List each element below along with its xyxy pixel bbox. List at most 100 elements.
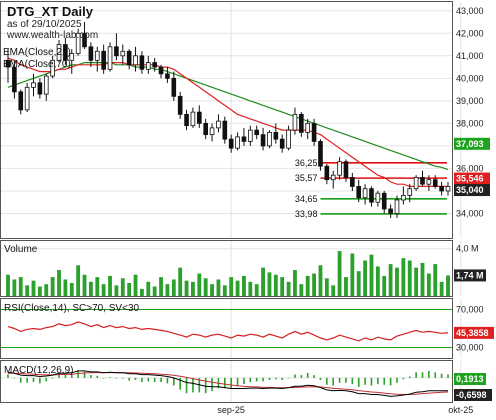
macd-hist-bar xyxy=(39,377,41,384)
candle-body xyxy=(177,95,183,115)
macd-hist-bar xyxy=(408,376,411,378)
candle-body xyxy=(69,53,75,61)
rsi-line xyxy=(7,321,449,342)
volume-last-tag xyxy=(454,269,486,282)
candle-body xyxy=(43,75,49,95)
volume-bar xyxy=(133,274,138,296)
candle-body xyxy=(94,50,100,61)
candle-body xyxy=(209,127,215,136)
volume-bar xyxy=(395,267,399,296)
volume-bar xyxy=(273,274,278,296)
macd-hist-bar xyxy=(421,372,424,378)
volume-bar xyxy=(114,285,119,296)
macd-hist-bar xyxy=(32,377,35,383)
candle-body xyxy=(228,138,234,149)
candle-body xyxy=(362,188,368,199)
macd-hist-bar xyxy=(447,374,449,378)
macd-hist-bar xyxy=(383,377,386,385)
volume-bar xyxy=(178,267,183,296)
macd-title: MACD(12,26,9) xyxy=(4,365,73,376)
macd-line xyxy=(7,370,448,397)
volume-bar xyxy=(184,280,189,296)
price-tick-label: 42,000 xyxy=(456,28,484,38)
x-tick-label: sep-25 xyxy=(217,405,245,415)
volume-bar xyxy=(197,273,202,296)
macd-hist-bar xyxy=(364,377,366,385)
macd-hist-bar xyxy=(300,375,303,378)
candle-body xyxy=(235,136,240,149)
volume-bar xyxy=(12,279,17,296)
volume-bar xyxy=(433,264,438,296)
rsi-last-tag xyxy=(454,326,494,339)
macd-hist-bar xyxy=(326,377,328,385)
volume-bar xyxy=(312,273,316,296)
volume-title: Volume xyxy=(4,244,38,255)
candle-body xyxy=(343,161,349,178)
candle-body xyxy=(5,59,11,68)
volume-bar xyxy=(388,264,393,296)
volume-bar xyxy=(95,277,100,296)
rsi-title: RSI(Close,14), SC>70, SV<30 xyxy=(4,303,140,314)
volume-bar xyxy=(286,281,291,296)
price-layer: 36,25 35,57 34,65 33,98 xyxy=(5,22,451,219)
candle-body xyxy=(190,111,196,127)
macd-hist-bar xyxy=(275,377,277,380)
macd-hist-bar xyxy=(396,377,398,383)
volume-bar xyxy=(76,265,81,296)
chart-title: DTG_XT Daily xyxy=(7,4,94,19)
candle-body xyxy=(120,50,126,57)
macd-hist-bar xyxy=(306,373,309,378)
volume-bar xyxy=(101,284,106,296)
price-tick-label: 34,000 xyxy=(456,208,484,218)
candle-body xyxy=(311,122,317,142)
candle-body xyxy=(241,136,247,142)
resistance-label: 36,25 xyxy=(295,158,318,168)
macd-hist-bar xyxy=(249,377,252,383)
candle-body xyxy=(375,192,381,203)
ema70-line xyxy=(7,62,449,171)
candle-body xyxy=(184,113,189,127)
candle-body xyxy=(75,32,81,54)
candle-body xyxy=(324,165,330,181)
macd-hist-bar xyxy=(115,377,118,379)
candle-body xyxy=(394,199,400,214)
volume-bar xyxy=(44,284,49,296)
candle-body xyxy=(426,179,432,185)
volume-last-text: 1,74 M xyxy=(456,270,484,280)
candle-body xyxy=(37,82,43,95)
macd-hist-bar xyxy=(351,377,354,385)
volume-bar xyxy=(356,271,361,296)
volume-bar xyxy=(31,280,36,296)
rsi-band-label: 70,000 xyxy=(456,305,484,315)
volume-bar xyxy=(337,251,342,296)
volume-bar xyxy=(63,279,68,296)
volume-bar xyxy=(88,281,93,296)
candle-body xyxy=(337,161,342,176)
volume-bar xyxy=(37,286,42,296)
macd-hist-bar xyxy=(128,377,130,381)
volume-layer xyxy=(6,251,450,296)
rsi-pane xyxy=(0,298,453,359)
volume-bar xyxy=(146,281,151,296)
macd-hist-bar xyxy=(389,377,392,386)
candle-body xyxy=(381,192,387,210)
volume-bar xyxy=(18,277,23,296)
macd-hist-bar xyxy=(179,377,181,390)
candle-body xyxy=(407,188,413,196)
macd-hist-bar xyxy=(172,377,175,386)
volume-bar xyxy=(293,270,297,296)
asof-date: as of 29/10/2025 xyxy=(7,19,82,30)
candle-body xyxy=(18,91,24,111)
volume-bar xyxy=(222,285,227,296)
macd-hist-bar xyxy=(255,377,258,382)
candle-body xyxy=(101,50,106,70)
volume-bar xyxy=(363,260,368,296)
macd-hist-bar xyxy=(319,377,322,380)
macd-hist-bar xyxy=(281,377,284,380)
macd-hist-bar xyxy=(402,377,405,380)
macd-hist-bar xyxy=(26,377,28,383)
macd-hist-bar xyxy=(287,377,290,379)
signal-last-tag xyxy=(454,389,492,401)
candle-body xyxy=(56,44,62,61)
volume-bar xyxy=(446,275,450,296)
